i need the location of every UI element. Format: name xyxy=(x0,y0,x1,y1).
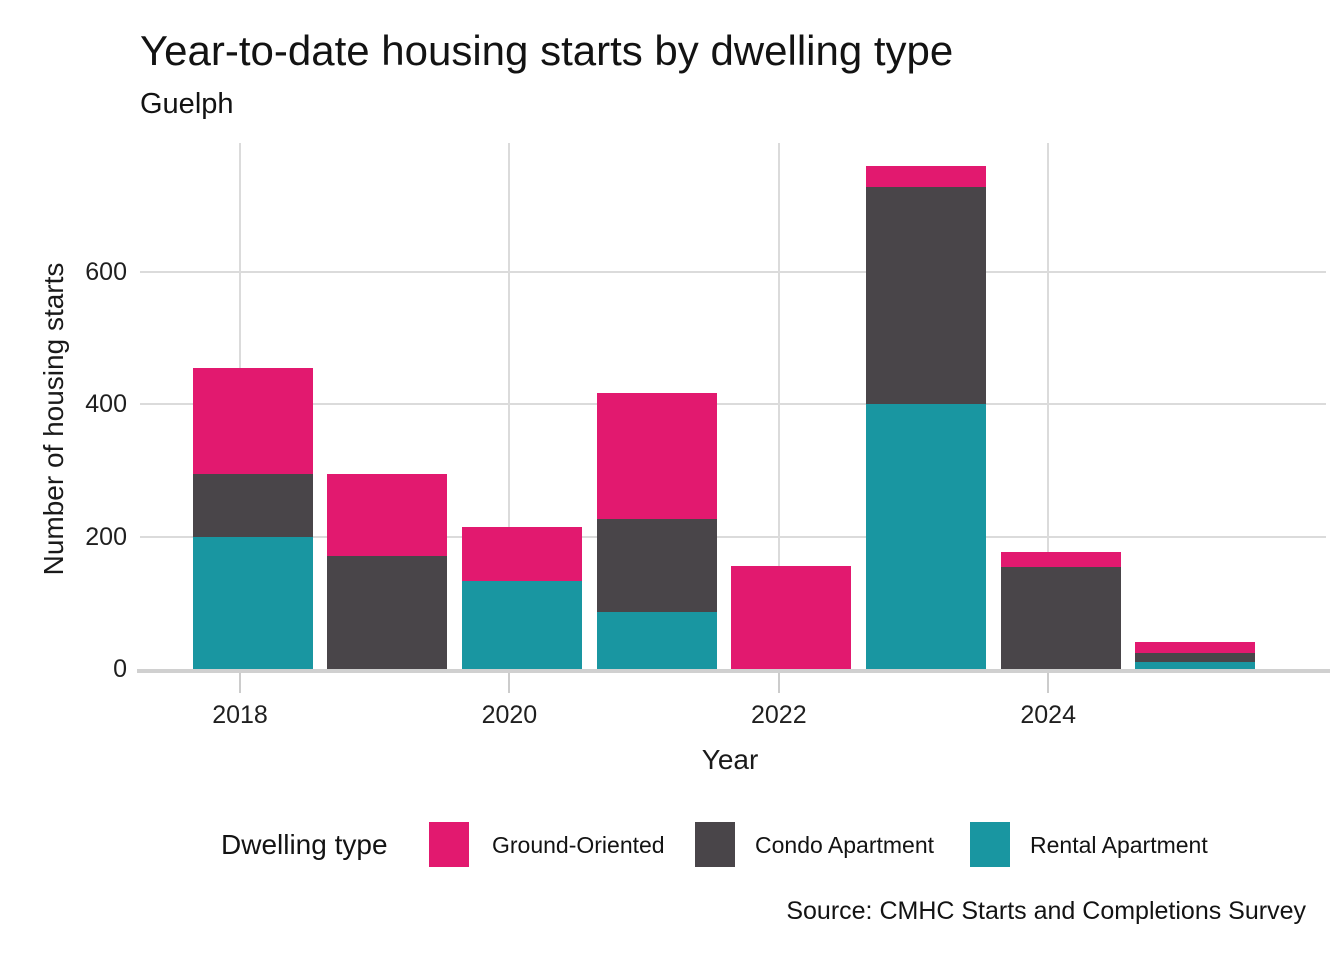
bar-2019-condo-apartment xyxy=(327,556,448,669)
bar-2021-condo-apartment xyxy=(596,518,717,613)
bar-2018-condo-apartment xyxy=(192,473,313,537)
x-tick-mark-2024 xyxy=(1047,673,1050,693)
bar-2023-ground-oriented xyxy=(866,165,986,187)
legend-swatch-ground-oriented xyxy=(429,822,469,867)
bar-2018-rental-apartment xyxy=(192,536,313,669)
legend-label-ground-oriented: Ground-Oriented xyxy=(492,832,665,858)
y-gridline-200 xyxy=(140,535,1326,538)
x-tick-mark-2018 xyxy=(239,673,241,693)
x-gridline-2022 xyxy=(777,143,780,669)
x-tick-label-2018: 2018 xyxy=(212,701,268,729)
bar-2023-condo-apartment xyxy=(866,186,986,404)
x-gridline-2020 xyxy=(508,143,511,669)
legend-title: Dwelling type xyxy=(221,829,388,860)
chart-subtitle: Guelph xyxy=(140,88,234,120)
x-gridline-2024 xyxy=(1047,143,1050,669)
y-gridline-600 xyxy=(140,270,1326,273)
legend-label-condo-apartment: Condo Apartment xyxy=(755,832,935,858)
bar-2025-rental-apartment xyxy=(1135,662,1256,669)
x-tick-label-2024: 2024 xyxy=(1020,701,1076,729)
bar-2019-ground-oriented xyxy=(327,473,448,557)
x-tick-label-2022: 2022 xyxy=(750,701,807,729)
x-axis-title: Year xyxy=(701,744,759,775)
bar-2018-ground-oriented xyxy=(192,367,313,474)
bar-2024-condo-apartment xyxy=(1000,566,1121,669)
legend-swatch-rental-apartment xyxy=(970,822,1010,867)
bar-2020-rental-apartment xyxy=(461,580,582,669)
y-tick-label-200: 200 xyxy=(85,522,127,551)
legend-label-rental-apartment: Rental Apartment xyxy=(1030,832,1208,858)
chart-title: Year-to-date housing starts by dwelling … xyxy=(140,27,954,74)
bar-2023-rental-apartment xyxy=(866,404,986,669)
x-tick-mark-2022 xyxy=(777,673,780,693)
y-tick-label-400: 400 xyxy=(85,390,127,418)
bar-2025-condo-apartment xyxy=(1135,653,1256,663)
y-tick-label-600: 600 xyxy=(85,257,127,286)
x-tick-label-2020: 2020 xyxy=(481,701,538,729)
bar-2024-ground-oriented xyxy=(1000,552,1121,567)
y-gridline-400 xyxy=(140,403,1326,405)
bar-2021-ground-oriented xyxy=(596,392,717,519)
x-axis-line xyxy=(137,669,1330,673)
legend-swatch-condo-apartment xyxy=(695,822,735,867)
x-tick-mark-2020 xyxy=(508,673,511,693)
bar-2025-ground-oriented xyxy=(1135,641,1256,654)
bar-2021-rental-apartment xyxy=(596,612,717,669)
y-tick-label-0: 0 xyxy=(113,655,127,683)
bar-2020-ground-oriented xyxy=(461,526,582,581)
source-note: Source: CMHC Starts and Completions Surv… xyxy=(786,897,1306,925)
bar-2022-ground-oriented xyxy=(731,566,852,669)
